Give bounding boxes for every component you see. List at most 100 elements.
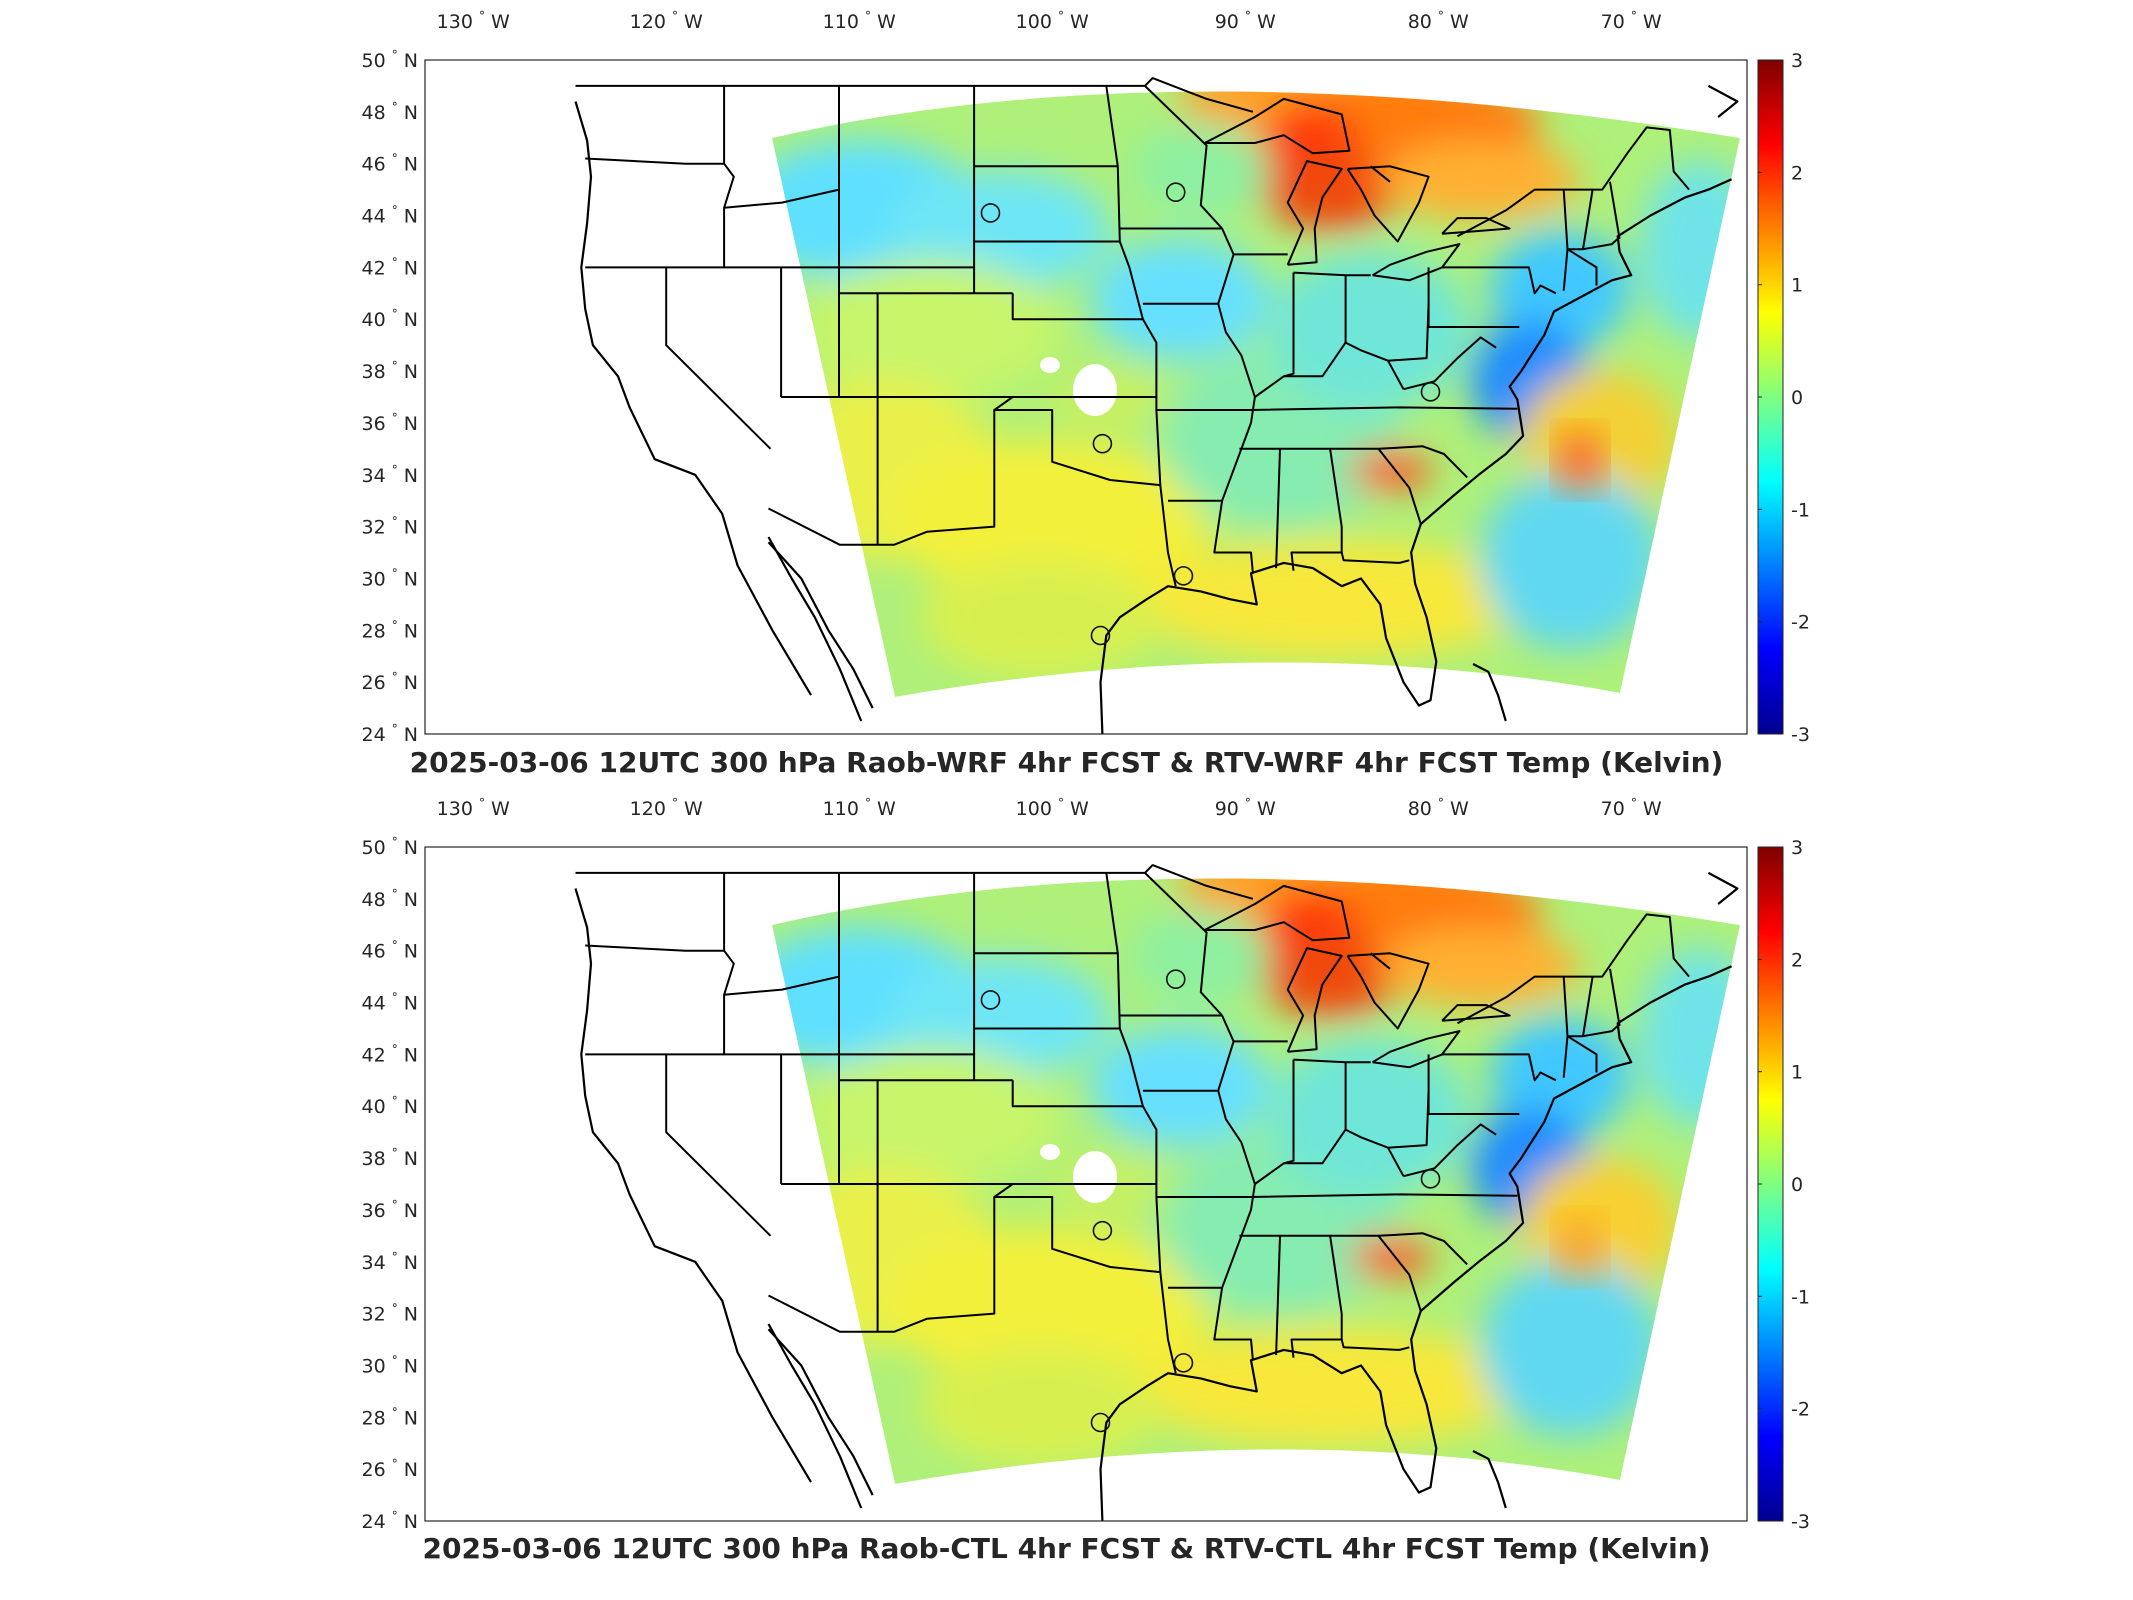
state-boundary [1144, 85, 1223, 230]
state-boundary [724, 85, 840, 209]
map-svg-0: 130 ° W 120 ° W 110 ° W 100 ° W 90 ° W 80 ° W… [362, 9, 1810, 746]
state-boundary [1159, 1271, 1177, 1374]
state-boundary [1582, 189, 1594, 250]
coastline-gulf [1099, 965, 1733, 1521]
state-boundary [1275, 448, 1281, 569]
state-boundary [1213, 303, 1256, 574]
raob-station-marker [1092, 1220, 1113, 1241]
map-svg-1: 130 ° W 120 ° W 110 ° W 100 ° W 90 ° W 80 ° W… [362, 796, 1810, 1533]
state-boundary [838, 189, 1013, 295]
state-boundary [1293, 271, 1371, 277]
state-boundary [1340, 552, 1410, 564]
state-boundary [1457, 126, 1690, 238]
great-lake-outline [1372, 1030, 1461, 1069]
raob-station-marker [1090, 625, 1111, 646]
state-boundary [1457, 913, 1690, 1025]
lat-tick-label: 36 ° N [362, 411, 418, 435]
colorbar-tick-label: -1 [1791, 1286, 1810, 1308]
state-boundary [1387, 1090, 1430, 1149]
state-boundary [1566, 248, 1598, 286]
state-boundary [723, 85, 735, 268]
state-boundary [1344, 1062, 1405, 1177]
state-boundary [1377, 1235, 1422, 1312]
raob-station-marker [1420, 382, 1441, 402]
colorbar-tick-label: -2 [1791, 1399, 1810, 1421]
state-boundary [768, 410, 996, 546]
lon-tick-label: 100 ° W [1016, 9, 1089, 33]
lat-tick-label: 50 ° N [362, 48, 418, 72]
great-lake-outline [1286, 947, 1343, 1053]
lat-tick-label: 42 ° N [362, 1042, 418, 1066]
state-boundary [1144, 872, 1223, 1017]
state-boundary [1344, 275, 1405, 390]
great-lake-outline [1204, 97, 1351, 155]
lat-tick-label: 48 ° N [362, 887, 418, 911]
lat-tick-label: 34 ° N [362, 463, 418, 487]
lon-tick-label: 110 ° W [823, 9, 896, 33]
state-boundary [585, 944, 725, 952]
raob-station-marker [1173, 1353, 1194, 1373]
great-lake-outline [1441, 217, 1511, 235]
colorbar-tick-label: 0 [1791, 387, 1803, 409]
state-boundary [838, 976, 1013, 1082]
lon-tick-label: 130 ° W [437, 796, 510, 820]
colorbar [1757, 59, 1784, 735]
temperature-difference-field [772, 878, 1740, 1484]
state-boundary [665, 1054, 772, 1237]
state-boundary [1142, 1015, 1235, 1092]
state-boundary [1370, 165, 1391, 183]
state-boundary [724, 872, 840, 996]
state-boundary [993, 1183, 1161, 1274]
great-lake-outline [1441, 1004, 1511, 1022]
lat-tick-label: 32 ° N [362, 515, 418, 539]
state-boundary [1609, 181, 1621, 240]
state-boundary [1403, 1123, 1497, 1178]
state-boundary [1254, 342, 1347, 398]
state-boundary [1213, 1090, 1256, 1361]
colorbar-tick-label: 1 [1791, 275, 1803, 297]
colorbar-tick-label: 2 [1791, 949, 1803, 971]
state-boundary [1427, 1054, 1520, 1115]
lon-tick-label: 90 ° W [1215, 796, 1276, 820]
great-lake-outline [1204, 884, 1351, 942]
lat-tick-label: 44 ° N [362, 991, 418, 1015]
lat-tick-label: 44 ° N [362, 204, 418, 228]
lat-tick-label: 38 ° N [362, 359, 418, 383]
state-boundary [585, 157, 725, 165]
lat-tick-label: 38 ° N [362, 1146, 418, 1170]
lat-tick-label: 34 ° N [362, 1250, 418, 1274]
coastline-bahamas [1472, 1450, 1507, 1509]
state-boundary [1370, 952, 1391, 970]
lon-tick-label: 70 ° W [1601, 9, 1662, 33]
lon-tick-label: 120 ° W [630, 9, 703, 33]
state-boundary [575, 864, 1254, 900]
great-lake-outline [1346, 952, 1430, 1030]
raob-station-marker [980, 203, 1001, 223]
lat-tick-label: 50 ° N [362, 835, 418, 859]
lon-tick-label: 70 ° W [1601, 796, 1662, 820]
coastline-mexw [767, 541, 874, 709]
lat-tick-label: 42 ° N [362, 255, 418, 279]
lat-tick-label: 40 ° N [362, 307, 418, 331]
colorbar-tick-label: -1 [1791, 499, 1810, 521]
lat-tick-label: 30 ° N [362, 566, 418, 590]
colorbar-tick-label: 3 [1791, 837, 1803, 859]
coastline-baja [767, 536, 863, 722]
lat-tick-label: 24 ° N [362, 722, 418, 746]
lat-tick-label: 28 ° N [362, 1405, 418, 1429]
state-boundary [1377, 448, 1422, 525]
coastline-west [574, 101, 812, 696]
state-boundary [1254, 1129, 1347, 1185]
great-lake-outline [1346, 165, 1430, 243]
state-boundary [665, 267, 772, 450]
lon-tick-label: 110 ° W [823, 796, 896, 820]
colorbar-tick-label: 2 [1791, 162, 1803, 184]
state-boundary [575, 77, 1254, 113]
coastline-nova [1707, 84, 1739, 118]
state-boundary [1293, 1058, 1371, 1064]
state-boundary [1156, 406, 1518, 411]
map-boundaries [574, 864, 1739, 1521]
state-boundary [1105, 872, 1162, 1273]
state-boundary [1387, 303, 1430, 362]
top-map-panel: 130 ° W 120 ° W 110 ° W 100 ° W 90 ° W 80 ° W… [362, 9, 1810, 779]
